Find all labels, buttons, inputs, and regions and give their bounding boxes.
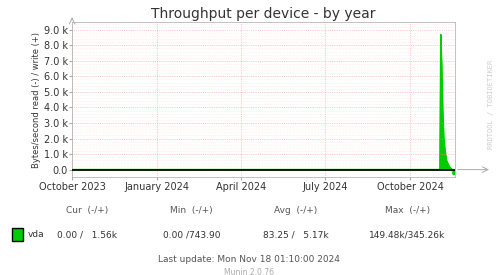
Text: Cur  (-/+): Cur (-/+) bbox=[66, 206, 108, 215]
Y-axis label: Bytes/second read (-) / write (+): Bytes/second read (-) / write (+) bbox=[32, 32, 41, 168]
Text: Max  (-/+): Max (-/+) bbox=[385, 206, 430, 215]
Text: RRDTOOL / TOBIOETIKER: RRDTOOL / TOBIOETIKER bbox=[488, 60, 494, 149]
Text: 149.48k/345.26k: 149.48k/345.26k bbox=[369, 230, 446, 239]
Text: Min  (-/+): Min (-/+) bbox=[170, 206, 213, 215]
Text: 0.00 /743.90: 0.00 /743.90 bbox=[163, 230, 220, 239]
Text: Munin 2.0.76: Munin 2.0.76 bbox=[224, 268, 273, 275]
Title: Throughput per device - by year: Throughput per device - by year bbox=[151, 7, 376, 21]
Text: Last update: Mon Nov 18 01:10:00 2024: Last update: Mon Nov 18 01:10:00 2024 bbox=[158, 255, 339, 264]
Text: vda: vda bbox=[27, 230, 44, 239]
Text: 83.25 /   5.17k: 83.25 / 5.17k bbox=[263, 230, 329, 239]
Text: Avg  (-/+): Avg (-/+) bbox=[274, 206, 318, 215]
Text: 0.00 /   1.56k: 0.00 / 1.56k bbox=[57, 230, 117, 239]
